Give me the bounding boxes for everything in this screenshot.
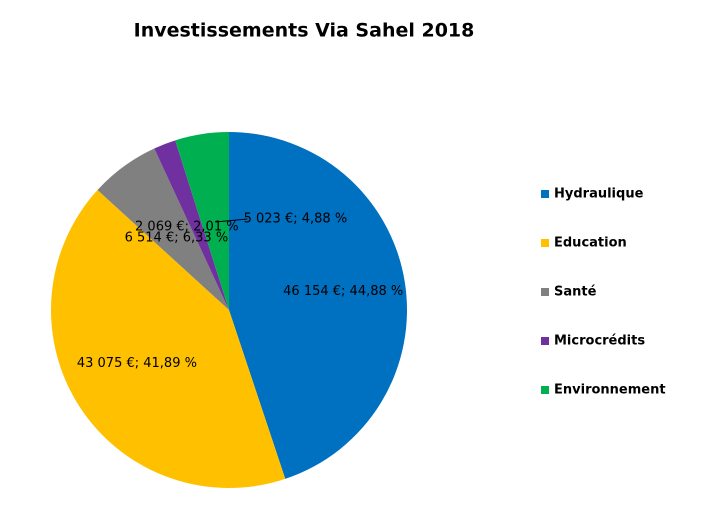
legend-swatch: [541, 288, 549, 296]
legend-swatch: [541, 239, 549, 247]
data-label: 6 514 €; 6,33 %: [125, 231, 229, 246]
pie-slice: [51, 190, 286, 488]
legend-swatch: [541, 190, 549, 198]
legend-label: Education: [554, 236, 627, 251]
data-label: 5 023 €; 4,88 %: [244, 212, 348, 227]
legend-swatch: [541, 386, 549, 394]
pie-slice: [175, 132, 229, 310]
pie-slice: [97, 148, 229, 310]
chart-title: Investissements Via Sahel 2018: [134, 20, 475, 42]
data-label: 46 154 €; 44,88 %: [283, 284, 403, 299]
legend-swatch: [541, 337, 549, 345]
legend-label: Santé: [554, 285, 597, 300]
data-label: 2 069 €; 2,01 %: [135, 220, 239, 235]
legend-label: Environnement: [554, 383, 666, 398]
pie-slice: [154, 140, 229, 310]
legend: Hydraulique Education Santé Microcrédits Env…: [541, 187, 666, 398]
data-label: 43 075 €; 41,89 %: [77, 356, 197, 371]
legend-label: Microcrédits: [554, 334, 645, 349]
legend-label: Hydraulique: [554, 187, 644, 202]
leader-line: [215, 218, 248, 223]
pie-slice: [229, 132, 407, 479]
